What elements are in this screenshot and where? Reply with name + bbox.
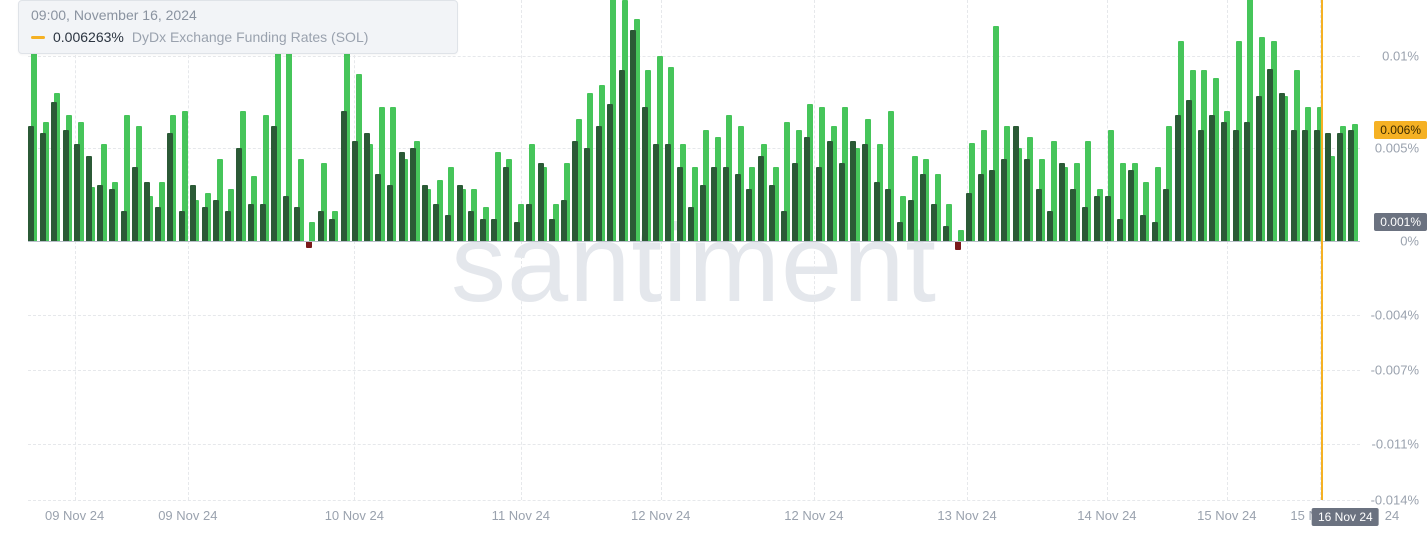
x-tick-label: 14 Nov 24 <box>1077 508 1136 523</box>
tooltip-timestamp: 09:00, November 16, 2024 <box>31 7 445 23</box>
y-axis: 0.01%0.005%0%-0.004%-0.007%-0.011%-0.014… <box>1360 0 1427 500</box>
bars-layer <box>28 0 1360 500</box>
x-tick-label: 13 Nov 24 <box>937 508 996 523</box>
y-tick-label: 0.01% <box>1382 48 1419 63</box>
tooltip-series-row: 0.006263% DyDx Exchange Funding Rates (S… <box>31 29 445 45</box>
x-tick-label: 11 Nov 24 <box>492 508 550 523</box>
x-tick-label: 12 Nov 24 <box>631 508 690 523</box>
tooltip-value: 0.006263% <box>53 29 124 45</box>
y-tick-label: -0.007% <box>1371 363 1419 378</box>
tooltip: 09:00, November 16, 2024 0.006263% DyDx … <box>18 0 458 54</box>
y-marker: 0.001% <box>1374 213 1427 231</box>
x-tick-label: 10 Nov 24 <box>325 508 384 523</box>
x-tick-label: 24 <box>1385 508 1399 523</box>
y-marker: 0.006% <box>1374 121 1427 139</box>
x-tick-label: 15 Nov 24 <box>1197 508 1256 523</box>
tooltip-series-label: DyDx Exchange Funding Rates (SOL) <box>132 29 369 45</box>
legend-swatch <box>31 36 45 39</box>
y-tick-label: -0.014% <box>1371 493 1419 508</box>
y-tick-label: -0.004% <box>1371 307 1419 322</box>
y-tick-label: 0.005% <box>1375 141 1419 156</box>
cursor-line <box>1321 0 1323 500</box>
zero-line <box>28 241 1360 242</box>
funding-rate-chart[interactable]: santiment 0.01% 0.005% 0% -0.004% -0.007% -0.… <box>0 0 1427 536</box>
y-tick-label: -0.011% <box>1372 437 1419 452</box>
plot-area[interactable]: santiment <box>28 0 1360 500</box>
x-tick-label: 12 Nov 24 <box>784 508 843 523</box>
x-axis: 09 Nov 24 09 Nov 24 10 Nov 24 11 Nov 24 12 N… <box>28 508 1360 530</box>
x-tick-label: 09 Nov 24 <box>158 508 217 523</box>
x-tick-label: 09 Nov 24 <box>45 508 104 523</box>
x-axis-current-badge: 16 Nov 24 <box>1312 508 1379 526</box>
y-tick-label: 0% <box>1400 233 1419 248</box>
